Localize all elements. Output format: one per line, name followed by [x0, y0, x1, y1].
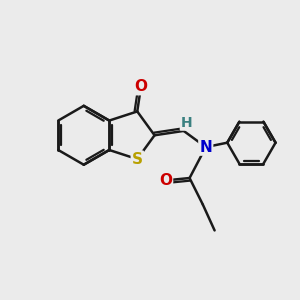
Text: H: H [181, 116, 192, 130]
Text: N: N [200, 140, 212, 154]
Text: O: O [134, 79, 148, 94]
Text: S: S [132, 152, 143, 166]
Text: O: O [159, 173, 172, 188]
